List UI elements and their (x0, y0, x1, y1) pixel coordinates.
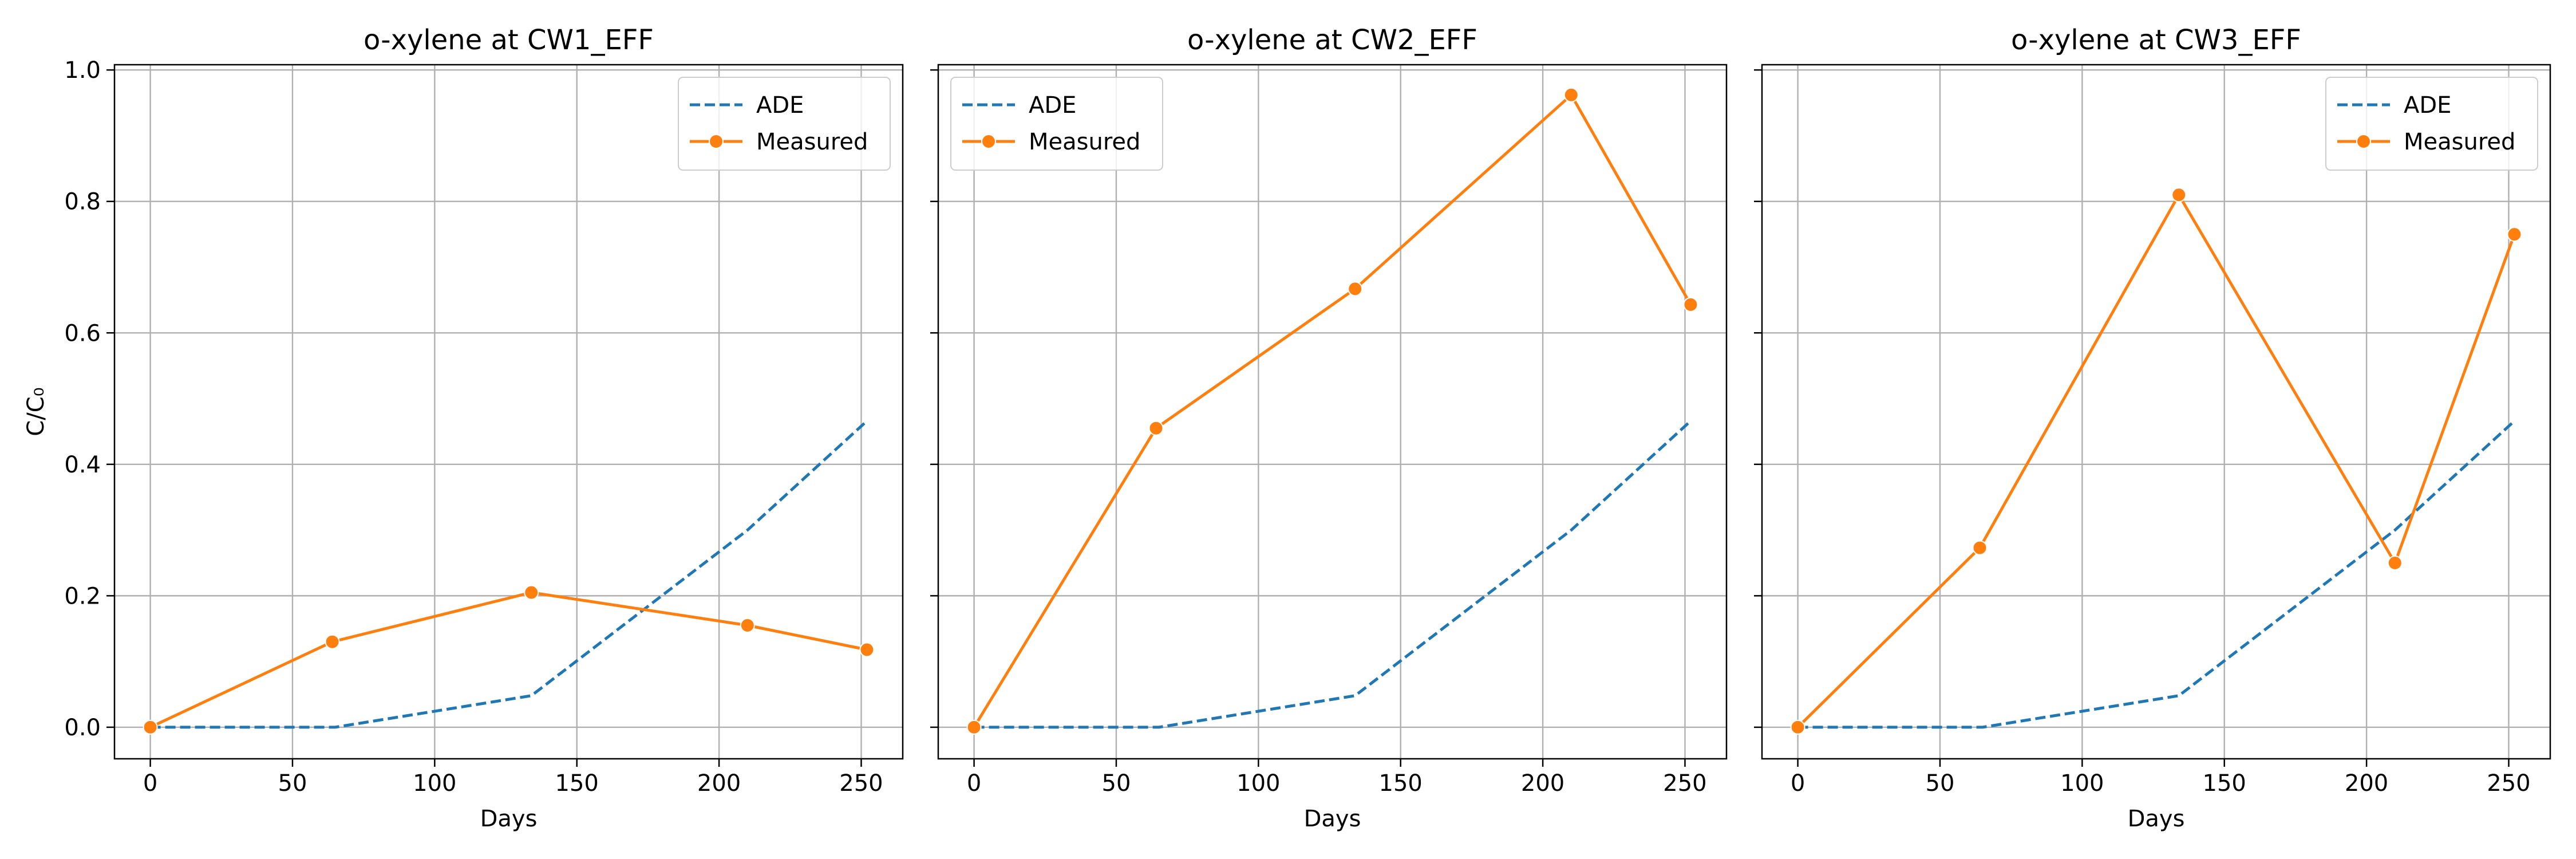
x-tick-label: 150 (555, 770, 599, 797)
x-axis-label: Days (2128, 806, 2185, 832)
x-tick-label: 100 (1236, 770, 1280, 797)
y-tick-label: 0.2 (64, 583, 101, 609)
x-tick-label: 0 (143, 770, 157, 797)
legend: ADE Measured (950, 77, 1163, 171)
data-point-measured (966, 719, 982, 735)
x-tick-label: 50 (1102, 770, 1131, 797)
x-tick-label: 50 (1926, 770, 1955, 797)
legend-label: ADE (1029, 92, 1076, 119)
x-tick-label: 150 (2203, 770, 2246, 797)
legend-label: ADE (2404, 92, 2451, 119)
legend-marker (2356, 134, 2371, 149)
data-point-measured (524, 585, 539, 600)
x-tick-label: 0 (1791, 770, 1805, 797)
x-tick-label: 50 (278, 770, 307, 797)
y-tick-label: 0.0 (64, 715, 101, 741)
legend-marker (709, 134, 724, 149)
data-point-measured (1148, 420, 1164, 436)
x-tick-label: 250 (1663, 770, 1706, 797)
chart-title: o-xylene at CW3_EFF (2011, 24, 2301, 56)
data-point-measured (2387, 555, 2403, 570)
plot-frame (937, 64, 1728, 760)
x-tick-label: 200 (1521, 770, 1564, 797)
y-axis-label: C/C₀ (23, 387, 49, 436)
x-tick-label: 100 (2060, 770, 2104, 797)
x-axis-label: Days (1304, 806, 1361, 832)
data-point-measured (1790, 719, 1805, 735)
series-line-ade (1797, 420, 2516, 729)
legend-label: ADE (756, 92, 804, 119)
panel-2: 0 50 100 150 200 250 o-xylene at CW2_EFF Days AD… (930, 24, 1728, 832)
y-tick-label: 0.6 (64, 320, 101, 346)
legend: ADE Measured (678, 77, 891, 171)
data-point-measured (1563, 87, 1579, 103)
legend-box (950, 77, 1163, 171)
chart-title: o-xylene at CW2_EFF (1187, 24, 1477, 56)
y-tick-label: 0.8 (64, 189, 101, 215)
legend-marker (981, 134, 996, 149)
x-tick-label: 200 (697, 770, 741, 797)
x-tick-label: 100 (413, 770, 456, 797)
data-point-measured (1348, 281, 1363, 297)
x-tick-label: 0 (967, 770, 981, 797)
x-tick-label: 250 (839, 770, 883, 797)
plot-frame (1761, 64, 2551, 760)
x-tick-label: 150 (1379, 770, 1423, 797)
legend-label: Measured (2404, 129, 2515, 155)
legend: ADE Measured (2325, 77, 2538, 171)
y-tick-label: 0.4 (64, 452, 101, 478)
data-point-measured (2171, 187, 2187, 203)
x-tick-label: 250 (2487, 770, 2530, 797)
legend-label: Measured (1029, 129, 1140, 155)
data-point-measured (1683, 297, 1698, 312)
data-point-measured (1972, 540, 1988, 555)
data-point-measured (325, 634, 340, 649)
panel-1: 0 50 100 150 200 250 0.0 0.2 0.4 0.6 0.8 1.0 o-xylen… (23, 24, 904, 832)
data-point-measured (740, 618, 755, 633)
series-line-ade (974, 420, 1692, 729)
data-point-measured (143, 719, 158, 735)
legend-box (2325, 77, 2538, 171)
series-line-measured (149, 591, 867, 729)
chart-title: o-xylene at CW1_EFF (364, 24, 654, 56)
panel-3: 0 50 100 150 200 250 o-xylene at CW3_EFF Days AD… (1754, 24, 2551, 832)
legend-box (678, 77, 891, 171)
grid (938, 65, 1726, 759)
data-point-measured (2507, 227, 2522, 242)
x-axis-label: Days (480, 806, 538, 832)
series-line-measured (1796, 193, 2516, 728)
legend-label: Measured (756, 129, 868, 155)
plot-frame (113, 64, 904, 760)
y-tick-label: 1.0 (64, 57, 101, 84)
series-line-ade (150, 420, 868, 729)
data-point-measured (859, 642, 875, 657)
series-line-measured (973, 93, 1692, 728)
x-tick-label: 200 (2345, 770, 2388, 797)
